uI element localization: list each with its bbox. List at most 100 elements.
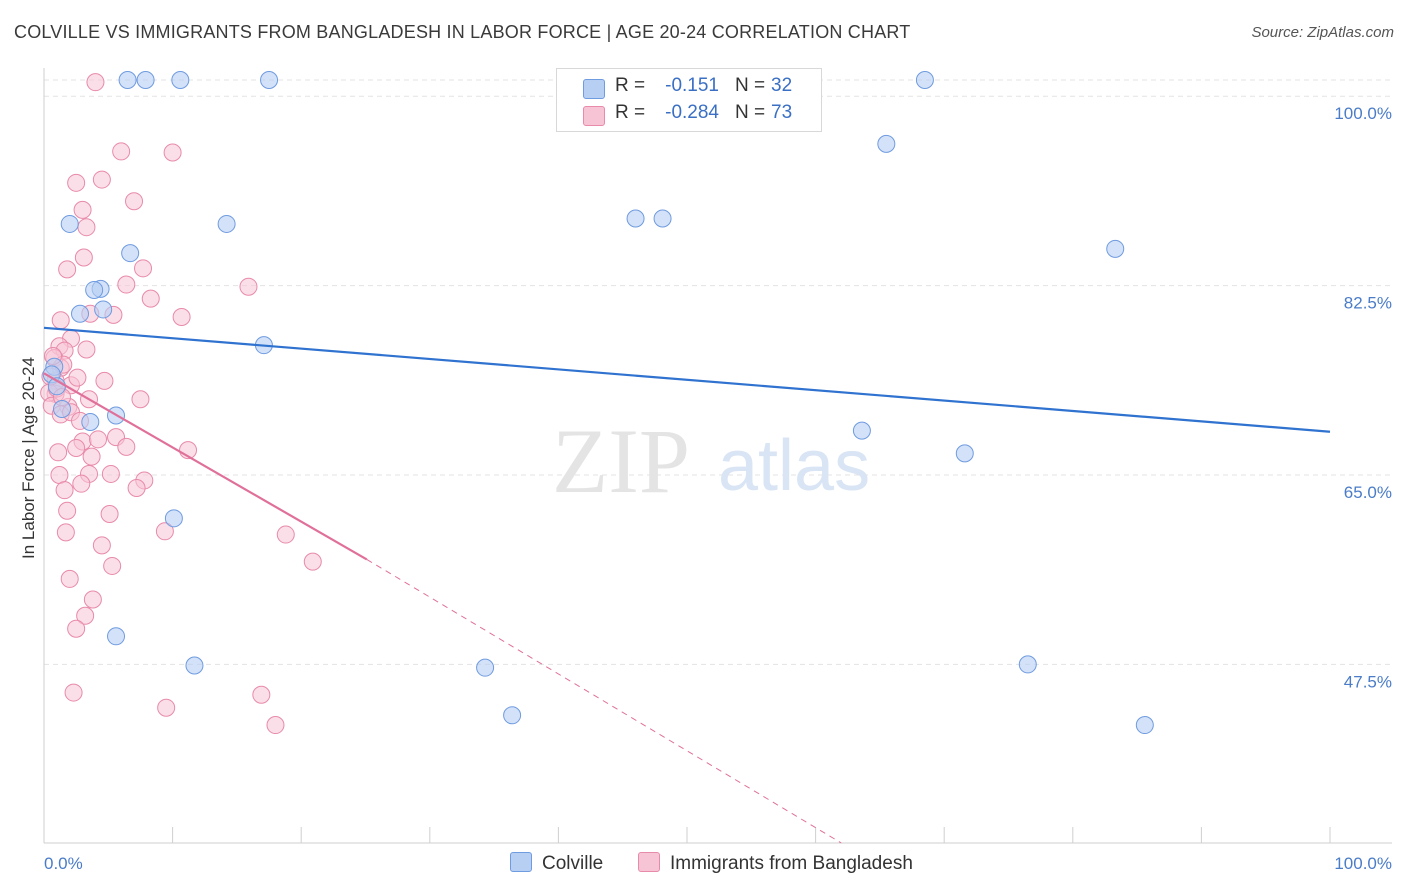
bangladesh-point [89, 430, 108, 449]
colville-point [1135, 716, 1154, 735]
bangladesh-legend-swatch [638, 852, 660, 872]
bangladesh-point [100, 504, 119, 523]
bottom-legend-colville: Colville [510, 852, 603, 875]
bangladesh-point [92, 170, 111, 189]
bangladesh-point [76, 606, 95, 625]
source-credit: Source: ZipAtlas.com [1251, 24, 1394, 41]
bangladesh-point [112, 142, 131, 161]
bangladesh-point [155, 522, 174, 541]
tick-labels: 47.5% 65.0% 82.5% 100.0% 0.0% 100.0% [44, 104, 1392, 873]
legend-n-label: N = [735, 75, 766, 96]
bangladesh-point [276, 525, 295, 544]
bangladesh-point [134, 259, 153, 278]
bangladesh-point [64, 683, 83, 702]
colville-point [53, 400, 72, 419]
y-axis-label: In Labor Force | Age 20-24 [19, 357, 38, 559]
bangladesh-point [172, 308, 191, 327]
colville-point [955, 444, 974, 463]
colville-point [136, 71, 155, 89]
bangladesh-point [60, 569, 79, 588]
bangladesh-point [68, 368, 87, 387]
colville-point [107, 627, 126, 646]
colville-legend-label: Colville [542, 853, 604, 874]
bangladesh-point [49, 443, 68, 462]
colville-point [1018, 655, 1037, 674]
series-colville-points [42, 71, 1154, 735]
bangladesh-point [56, 523, 75, 542]
bangladesh-point [101, 464, 120, 483]
colville-point [185, 656, 204, 675]
colville-point [121, 244, 140, 263]
bangladesh-trend-extension [366, 559, 842, 844]
bangladesh-point [131, 390, 150, 409]
bangladesh-point [67, 173, 86, 192]
legend-r-value: -0.284 [665, 102, 719, 123]
x-tick-label: 0.0% [44, 854, 83, 873]
bangladesh-swatch [583, 106, 605, 126]
legend-n-value: 73 [771, 102, 793, 123]
y-tick-label: 82.5% [1344, 294, 1392, 313]
colville-point [626, 209, 645, 228]
colville-point [164, 509, 183, 528]
bangladesh-point [58, 260, 77, 279]
series-bangladesh-points [40, 73, 322, 735]
bangladesh-point [51, 311, 70, 330]
y-tick-label: 65.0% [1344, 483, 1392, 502]
chart-title: COLVILLE VS IMMIGRANTS FROM BANGLADESH I… [14, 22, 911, 42]
colville-point [217, 214, 236, 233]
bangladesh-point [55, 481, 74, 500]
trend-lines [43, 326, 1331, 844]
bangladesh-point [239, 277, 258, 296]
bangladesh-point [67, 438, 86, 457]
watermark-zip: ZIP [552, 410, 690, 512]
colville-legend-swatch [510, 852, 532, 872]
colville-point [81, 412, 100, 431]
colville-point [653, 209, 672, 228]
bangladesh-trend-line [43, 372, 368, 561]
legend-r-label: R = [615, 102, 646, 123]
colville-point [852, 421, 871, 440]
bangladesh-point [82, 447, 101, 466]
bangladesh-point [163, 143, 182, 162]
colville-point [877, 134, 896, 153]
colville-point [171, 71, 190, 89]
bangladesh-point [74, 248, 93, 267]
bangladesh-point [72, 474, 91, 493]
bangladesh-point [50, 466, 69, 485]
bangladesh-point [86, 73, 105, 92]
correlation-legend: R = -0.151 N = 32 R = -0.284 N = 73 [556, 68, 822, 132]
colville-point [85, 280, 104, 299]
bangladesh-point [127, 479, 146, 498]
watermark-atlas: atlas [718, 426, 870, 506]
bangladesh-point [303, 552, 322, 571]
bangladesh-point [117, 437, 136, 456]
bangladesh-point [77, 218, 96, 237]
bangladesh-point [252, 685, 271, 704]
colville-swatch [583, 79, 605, 99]
colville-point [60, 214, 79, 233]
legend-n-label: N = [735, 102, 766, 123]
bangladesh-point [266, 716, 285, 735]
watermark: ZIP atlas [552, 410, 870, 512]
bangladesh-point [117, 275, 136, 294]
colville-point [118, 71, 137, 89]
bangladesh-point [95, 371, 114, 390]
colville-point [71, 304, 90, 323]
colville-point [1106, 239, 1125, 258]
colville-point [260, 71, 279, 89]
bangladesh-point [92, 536, 111, 555]
legend-r-value: -0.151 [665, 75, 719, 96]
bangladesh-point [125, 192, 144, 211]
grid-lines [44, 79, 1392, 665]
bangladesh-point [67, 619, 86, 638]
colville-trend-line [43, 326, 1331, 433]
bottom-legend-bangladesh: Immigrants from Bangladesh [638, 852, 913, 875]
colville-point [476, 658, 495, 677]
colville-point [915, 71, 934, 89]
axes [43, 68, 1392, 844]
bangladesh-point [58, 501, 77, 520]
bangladesh-point [83, 590, 102, 609]
bangladesh-point [141, 289, 160, 308]
colville-point [94, 300, 113, 319]
